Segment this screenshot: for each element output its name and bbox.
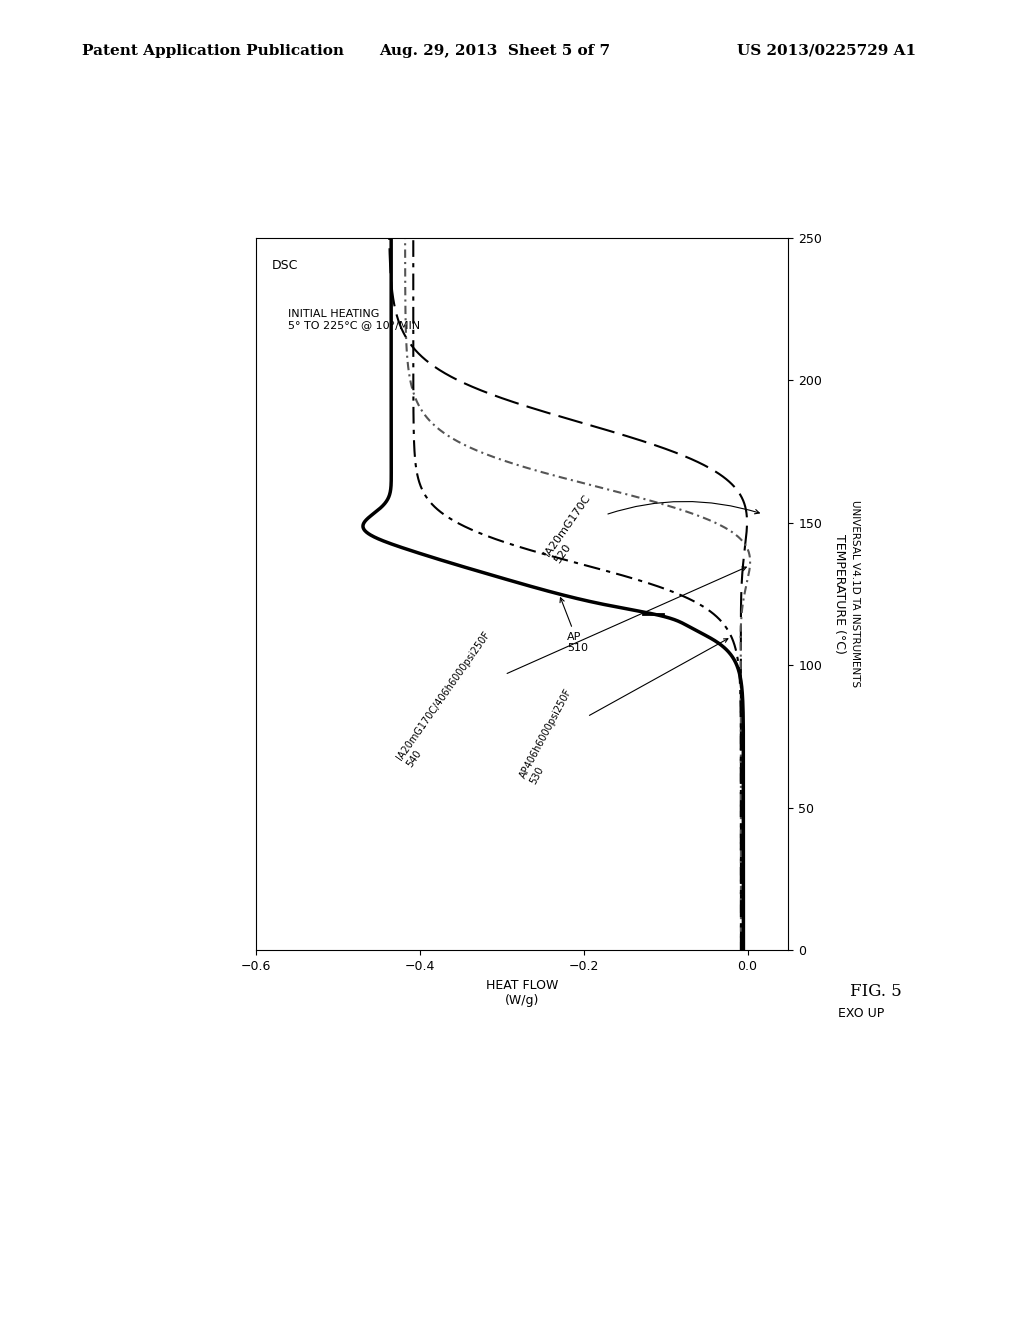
X-axis label: HEAT FLOW
(W/g): HEAT FLOW (W/g) xyxy=(486,978,558,1007)
Text: IA20mG170C/406h6000psi250F
540: IA20mG170C/406h6000psi250F 540 xyxy=(395,566,746,770)
Text: UNIVERSAL V4.1D TA INSTRUMENTS: UNIVERSAL V4.1D TA INSTRUMENTS xyxy=(850,500,860,688)
Y-axis label: TEMPERATURE (°C): TEMPERATURE (°C) xyxy=(834,535,846,653)
Text: INITIAL HEATING
5° TO 225°C @ 10°/MIN: INITIAL HEATING 5° TO 225°C @ 10°/MIN xyxy=(288,309,420,330)
Text: US 2013/0225729 A1: US 2013/0225729 A1 xyxy=(737,44,916,58)
Text: Aug. 29, 2013  Sheet 5 of 7: Aug. 29, 2013 Sheet 5 of 7 xyxy=(379,44,610,58)
Text: FIG. 5: FIG. 5 xyxy=(850,983,902,1001)
Text: IA20mG170C
520: IA20mG170C 520 xyxy=(543,492,760,565)
Text: AP406h6000psi250F
530: AP406h6000psi250F 530 xyxy=(518,639,728,785)
Text: DSC: DSC xyxy=(272,259,298,272)
Text: EXO UP: EXO UP xyxy=(838,1007,885,1020)
Text: Patent Application Publication: Patent Application Publication xyxy=(82,44,344,58)
Text: AP
510: AP 510 xyxy=(560,598,589,653)
